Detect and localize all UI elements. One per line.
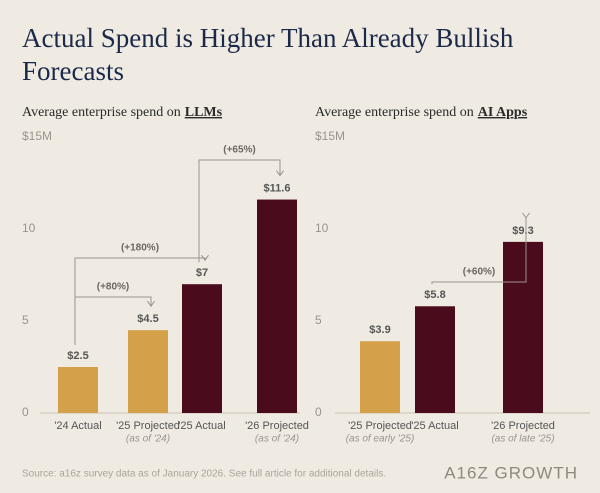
value-label: $4.5 [137, 313, 158, 325]
category-note: (as of '24) [126, 434, 170, 445]
value-label: $3.9 [369, 324, 390, 336]
bar [58, 367, 98, 413]
annotation-arrow [431, 217, 527, 285]
x-tick-label: '25 Actual [411, 420, 458, 432]
bar [128, 330, 168, 413]
x-tick-label: '25 Projected [116, 420, 180, 432]
subtitle-emphasis: AI Apps [478, 105, 528, 120]
y-tick-label: 5 [22, 313, 29, 327]
y-tick-label: 5 [315, 313, 322, 327]
bar [360, 341, 400, 413]
page-title: Actual Spend is Higher Than Already Bull… [22, 23, 514, 86]
y-tick-label: 0 [22, 405, 29, 419]
x-tick-label: '24 Actual [54, 420, 101, 432]
y-tick-label: $15M [22, 129, 52, 143]
y-tick-label: 0 [315, 405, 322, 419]
annotation-label: (+80%) [97, 282, 130, 293]
value-label: $9.3 [512, 225, 533, 237]
x-tick-label: '25 Projected [348, 420, 412, 432]
subtitle-text: Average enterprise spend on [315, 105, 474, 120]
annotation-arrow [74, 257, 206, 345]
bar [503, 241, 543, 413]
x-tick-label: '26 Projected [245, 420, 309, 432]
bar [182, 284, 222, 413]
category-note: (as of late '25) [491, 434, 554, 445]
x-tick-label: '26 Projected [491, 420, 555, 432]
arrow-head [201, 254, 209, 262]
annotation-label: (+65%) [223, 145, 256, 156]
value-label: $2.5 [67, 350, 88, 362]
arrow-head [276, 170, 284, 177]
category-note: (as of '24) [255, 434, 299, 445]
annotation-label: (+180%) [121, 243, 159, 254]
arrow-head [522, 212, 530, 219]
y-tick-label: 10 [315, 221, 329, 235]
value-label: $5.8 [424, 289, 445, 301]
value-label: $11.6 [264, 182, 291, 194]
annotation-label: (+60%) [463, 267, 496, 278]
bar [415, 306, 455, 413]
value-label: $7 [196, 267, 208, 279]
x-tick-label: '25 Actual [178, 420, 225, 432]
arrow-head [147, 300, 155, 308]
annotation-arrow [198, 159, 281, 263]
bar [257, 199, 297, 413]
source-note: Source: a16z survey data as of January 2… [22, 469, 386, 480]
chart-subtitle: Average enterprise spend on AI Apps [315, 105, 528, 120]
logo: A16Z GROWTH [444, 463, 578, 482]
category-note: (as of early '25) [346, 434, 415, 445]
subtitle-text: Average enterprise spend on [22, 105, 181, 120]
chart-subtitle: Average enterprise spend on LLMs [22, 105, 223, 120]
y-tick-label: $15M [315, 129, 345, 143]
subtitle-emphasis: LLMs [185, 105, 223, 120]
y-tick-label: 10 [22, 221, 36, 235]
